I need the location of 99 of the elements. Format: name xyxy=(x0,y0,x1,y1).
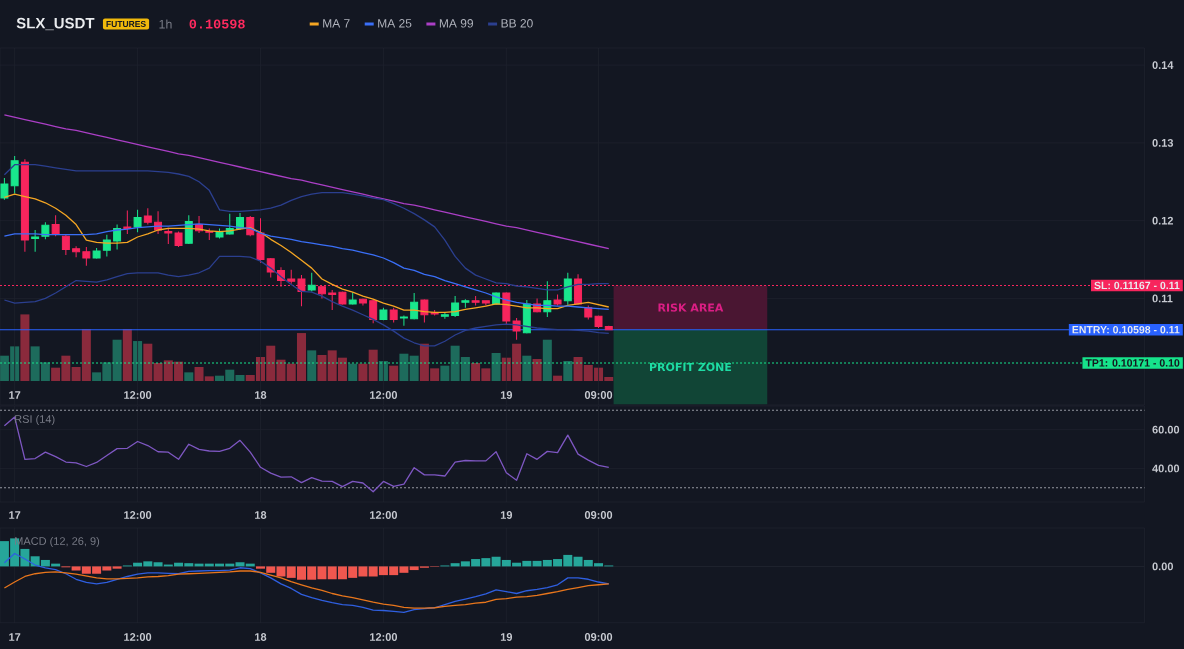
x-tick-label: 12:00 xyxy=(370,391,398,399)
bar xyxy=(348,363,358,381)
legend-label: BB 20 xyxy=(501,19,533,28)
candlestick xyxy=(369,298,378,324)
candlestick xyxy=(174,231,183,248)
candlestick xyxy=(553,294,562,306)
candlestick xyxy=(399,315,408,327)
candlestick xyxy=(584,304,593,320)
bar xyxy=(389,365,399,381)
x-tick-label: 12:00 xyxy=(370,633,398,641)
candlestick xyxy=(10,155,19,194)
y-tick-label: 60.00 xyxy=(1152,425,1180,434)
y-tick-label: 0.13 xyxy=(1152,139,1174,147)
candlestick xyxy=(20,158,29,253)
bar xyxy=(491,353,501,381)
candlestick xyxy=(256,217,265,264)
x-tick-label: 12:00 xyxy=(124,511,152,519)
bar xyxy=(112,566,122,569)
x-tick-label: 17 xyxy=(9,633,21,641)
candlestick xyxy=(461,298,470,309)
candlestick xyxy=(410,292,419,320)
bar xyxy=(399,353,409,381)
candlestick xyxy=(348,291,357,306)
legend-label: MA 25 xyxy=(378,19,412,28)
candlestick xyxy=(236,212,244,231)
bar xyxy=(235,375,245,381)
bar xyxy=(122,329,132,381)
band-label: PROFIT ZONE xyxy=(649,362,732,372)
y-tick-label: 0.11 xyxy=(1152,294,1173,303)
candlestick xyxy=(594,315,603,329)
candlestick xyxy=(0,177,9,201)
legend-label: MA 99 xyxy=(439,19,473,28)
candlestick xyxy=(563,272,572,306)
x-tick-label: 12:00 xyxy=(370,511,398,519)
candlestick xyxy=(389,307,398,324)
y-tick-label: 0.14 xyxy=(1152,61,1174,70)
x-tick-label: 12:00 xyxy=(124,633,152,641)
x-tick-label: 09:00 xyxy=(584,511,613,519)
candlestick xyxy=(420,298,429,324)
y-tick-label: 0.12 xyxy=(1152,216,1174,225)
x-tick-label: 09:00 xyxy=(584,391,613,399)
candlestick xyxy=(358,297,367,306)
chart-title: SLX_USDT xyxy=(16,17,95,31)
candlestick xyxy=(307,272,316,292)
bar xyxy=(563,361,573,381)
bar xyxy=(553,375,563,381)
ref-line-label: ENTRY: 0.10598 - 0.11 xyxy=(1072,326,1180,334)
candlestick xyxy=(133,209,142,233)
x-tick-label: 19 xyxy=(500,511,513,519)
bar xyxy=(409,355,419,381)
candlestick xyxy=(31,229,40,253)
candlestick xyxy=(72,245,81,258)
candlestick xyxy=(61,233,70,256)
bar xyxy=(522,355,532,381)
bar xyxy=(184,372,194,381)
candlestick xyxy=(440,311,449,320)
candlestick xyxy=(143,207,152,226)
y-tick-label: 40.00 xyxy=(1152,464,1180,473)
x-tick-label: 19 xyxy=(500,391,513,399)
x-tick-label: 18 xyxy=(255,633,267,641)
x-tick-label: 18 xyxy=(255,391,267,399)
candlestick xyxy=(481,300,490,306)
ref-line-label: SL: 0.11167 - 0.11 xyxy=(1094,281,1180,290)
x-tick-label: 09:00 xyxy=(584,633,613,641)
bar xyxy=(307,350,317,381)
x-tick-label: 18 xyxy=(255,511,267,519)
candlestick xyxy=(41,221,50,240)
line-series xyxy=(3,416,610,493)
bar xyxy=(440,365,450,381)
candlestick xyxy=(471,295,480,306)
candlestick xyxy=(184,214,193,245)
x-tick-label: 19 xyxy=(500,633,513,641)
text: 0.10598 xyxy=(189,19,245,29)
bar xyxy=(358,363,368,381)
text: 1h xyxy=(159,19,172,29)
x-tick-label: 12:00 xyxy=(124,391,152,399)
bar xyxy=(317,355,327,381)
legend-label: MA 7 xyxy=(323,19,350,28)
ref-line-label: 0.00 xyxy=(1152,562,1173,571)
x-tick-label: 17 xyxy=(9,511,21,519)
text: FUTURES xyxy=(106,21,146,27)
bar xyxy=(112,339,122,381)
candlestick xyxy=(92,247,101,260)
bar xyxy=(143,343,153,381)
candlestick xyxy=(338,290,347,306)
x-tick-label: 17 xyxy=(9,391,21,399)
candlestick xyxy=(379,307,388,321)
bar xyxy=(368,349,378,381)
candlestick xyxy=(164,227,173,245)
bar xyxy=(20,314,30,381)
ref-line-label: TP1: 0.10171 - 0.10 xyxy=(1085,359,1180,367)
bar xyxy=(542,339,552,381)
candlestick xyxy=(328,289,337,311)
candlestick xyxy=(82,246,91,267)
candlestick xyxy=(51,214,60,237)
candlestick xyxy=(123,210,132,235)
bar xyxy=(532,359,542,381)
candlestick xyxy=(604,325,613,331)
band-label: RISK AREA xyxy=(658,303,724,312)
